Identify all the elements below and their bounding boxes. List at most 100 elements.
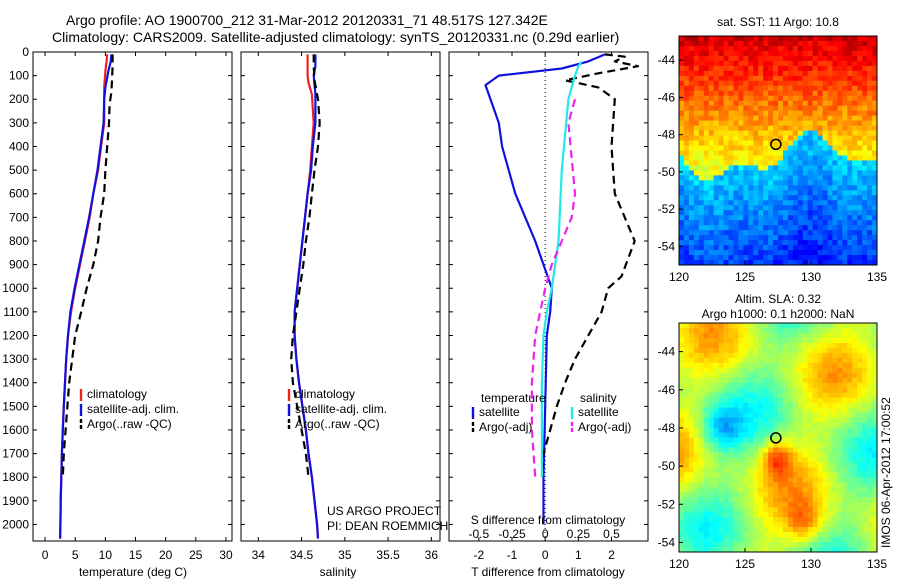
map-cell	[728, 397, 734, 404]
map-cell	[758, 542, 764, 548]
map-cell	[688, 367, 695, 374]
map-cell	[817, 90, 823, 97]
map-cell	[693, 135, 700, 141]
map-cell	[698, 36, 705, 42]
map-cell	[723, 160, 729, 166]
map-cell	[842, 342, 848, 349]
map-cell	[782, 522, 789, 528]
map-cell	[753, 407, 759, 414]
map-cell	[802, 95, 809, 102]
map-cell	[782, 407, 789, 414]
map-cell	[778, 105, 784, 112]
map-cell	[718, 210, 724, 216]
map-cell	[733, 397, 739, 404]
map-cell	[832, 467, 838, 473]
map-cell	[683, 452, 690, 458]
map-cell	[733, 65, 739, 72]
map-cell	[738, 522, 744, 528]
map-cell	[847, 155, 853, 161]
map-cell	[733, 50, 739, 57]
map-cell	[708, 90, 715, 97]
map-cell	[679, 547, 685, 553]
map-cell	[758, 36, 764, 42]
map-cell	[679, 50, 685, 57]
map-cell	[792, 502, 799, 508]
map-cell	[688, 180, 695, 186]
map-cell	[787, 210, 794, 216]
map-cell	[773, 437, 779, 443]
map-cell	[693, 492, 700, 498]
map-cell	[758, 245, 764, 251]
map-cell	[679, 527, 685, 533]
map-cell	[723, 80, 729, 87]
argo-location-marker	[770, 432, 782, 444]
map-cell	[773, 392, 779, 399]
map-cell	[852, 427, 858, 433]
map-cell	[703, 357, 710, 364]
map-cell	[743, 85, 749, 92]
map-cell	[817, 467, 823, 473]
map-cell	[817, 195, 823, 201]
map-cell	[723, 537, 729, 543]
map-cell	[693, 170, 700, 176]
map-cell	[713, 260, 719, 266]
map-cell	[792, 512, 799, 518]
map-cell	[852, 417, 858, 423]
map-cell	[758, 255, 764, 261]
map-cell	[723, 362, 729, 369]
map-cell	[782, 527, 789, 533]
y-tick-label: -52	[658, 497, 676, 511]
map-cell	[862, 447, 868, 453]
map-cell	[862, 215, 868, 221]
y-tick-label: 1900	[2, 494, 29, 508]
map-cell	[837, 110, 843, 117]
map-cell	[782, 442, 789, 448]
map-cell	[683, 377, 690, 384]
map-cell	[842, 427, 848, 433]
map-cell	[693, 175, 700, 181]
map-cell	[792, 85, 799, 92]
map-cell	[837, 240, 843, 246]
map-cell	[822, 120, 828, 127]
map-cell	[867, 125, 873, 131]
map-cell	[773, 260, 779, 266]
map-cell	[728, 160, 734, 166]
map-cell	[698, 372, 705, 379]
map-cell	[872, 422, 878, 428]
map-cell	[753, 150, 759, 156]
map-cell	[748, 427, 754, 433]
map-cell	[787, 337, 794, 344]
map-cell	[787, 80, 794, 87]
map-cell	[852, 170, 858, 176]
map-cell	[688, 402, 695, 409]
map-cell	[812, 537, 818, 543]
map-cell	[698, 190, 705, 196]
map-cell	[718, 90, 724, 97]
map-cell	[728, 492, 734, 498]
map-cell	[768, 195, 774, 201]
map-cell	[822, 45, 828, 52]
map-cell	[817, 45, 823, 52]
map-cell	[812, 482, 818, 488]
map-cell	[792, 110, 799, 117]
map-cell	[683, 422, 690, 428]
map-cell	[679, 342, 685, 349]
xlabel-t-diff: T difference from climatology	[471, 565, 625, 579]
map-cell	[768, 382, 774, 389]
map-cell	[857, 190, 863, 196]
map-cell	[773, 55, 779, 62]
map-cell	[713, 472, 719, 478]
map-cell	[753, 36, 759, 42]
map-cell	[842, 397, 848, 404]
map-cell	[807, 135, 814, 141]
map-cell	[802, 160, 809, 166]
map-cell	[857, 140, 863, 146]
map-cell	[688, 392, 695, 399]
map-cell	[802, 427, 809, 433]
map-cell	[768, 342, 774, 349]
map-cell	[703, 130, 710, 136]
map-cell	[812, 402, 818, 409]
map-cell	[787, 537, 794, 543]
map-cell	[842, 472, 848, 478]
map-cell	[847, 85, 853, 92]
